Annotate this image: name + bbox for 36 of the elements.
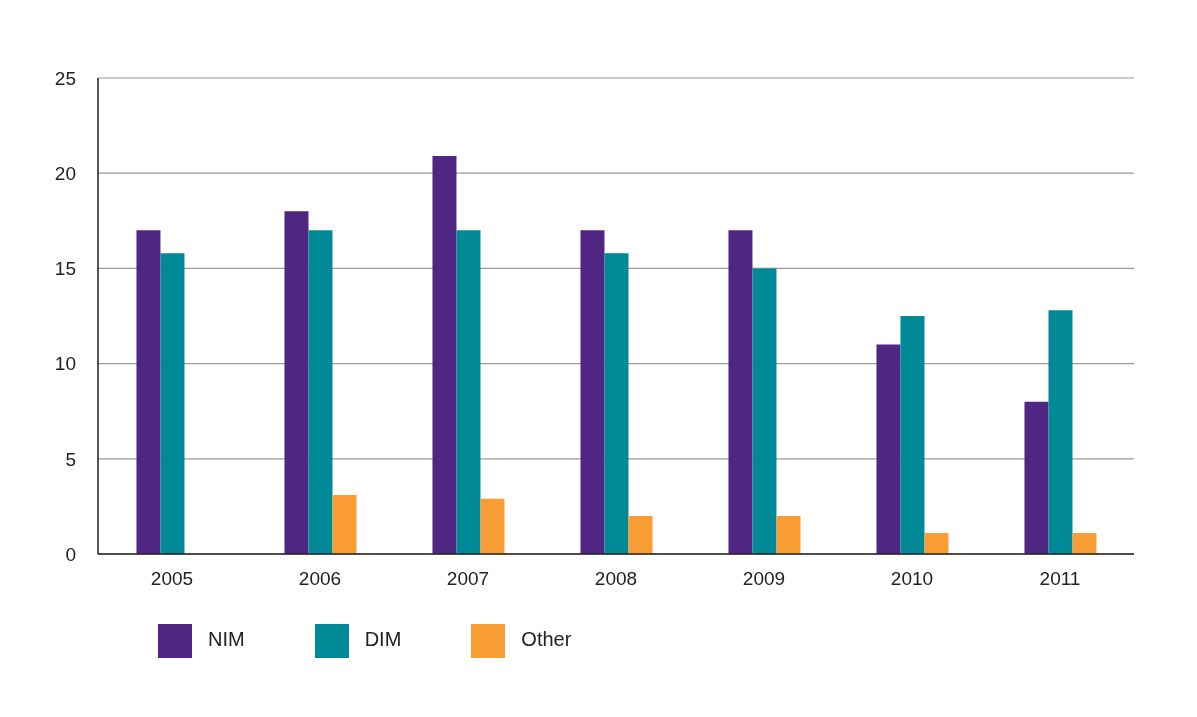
bar [160,253,185,554]
y-tick-label: 10 [54,353,76,375]
legend-label: DIM [364,628,402,651]
x-tick-label: 2005 [150,568,194,590]
bar [876,344,901,554]
x-tick-label: 2006 [298,568,342,590]
bar [308,230,333,554]
y-tick-label: 25 [54,67,76,89]
bar [628,515,653,554]
x-tick-label: 2007 [446,568,490,590]
y-tick-label: 15 [54,258,76,280]
legend-label: Other [521,628,572,651]
bar [752,268,777,554]
y-tick-label: 20 [54,162,76,184]
y-tick-label: 0 [65,543,76,565]
bar [924,533,949,554]
bar [604,253,629,554]
y-tick-label: 5 [65,448,76,470]
legend-label: NIM [208,628,245,651]
bar [1072,533,1097,554]
bar [580,230,605,554]
bar [1024,401,1049,554]
bar [776,515,801,554]
bar [1048,310,1073,554]
bar [432,156,457,554]
bar [900,316,925,554]
bar [456,230,481,554]
x-tick-label: 2008 [594,568,638,590]
x-tick-label: 2009 [742,568,786,590]
bar [284,211,309,554]
x-tick-label: 2010 [890,568,934,590]
bar [480,498,505,554]
bar [332,494,357,554]
x-tick-label: 2011 [1039,568,1081,590]
bar [728,230,753,554]
bar [136,230,161,554]
